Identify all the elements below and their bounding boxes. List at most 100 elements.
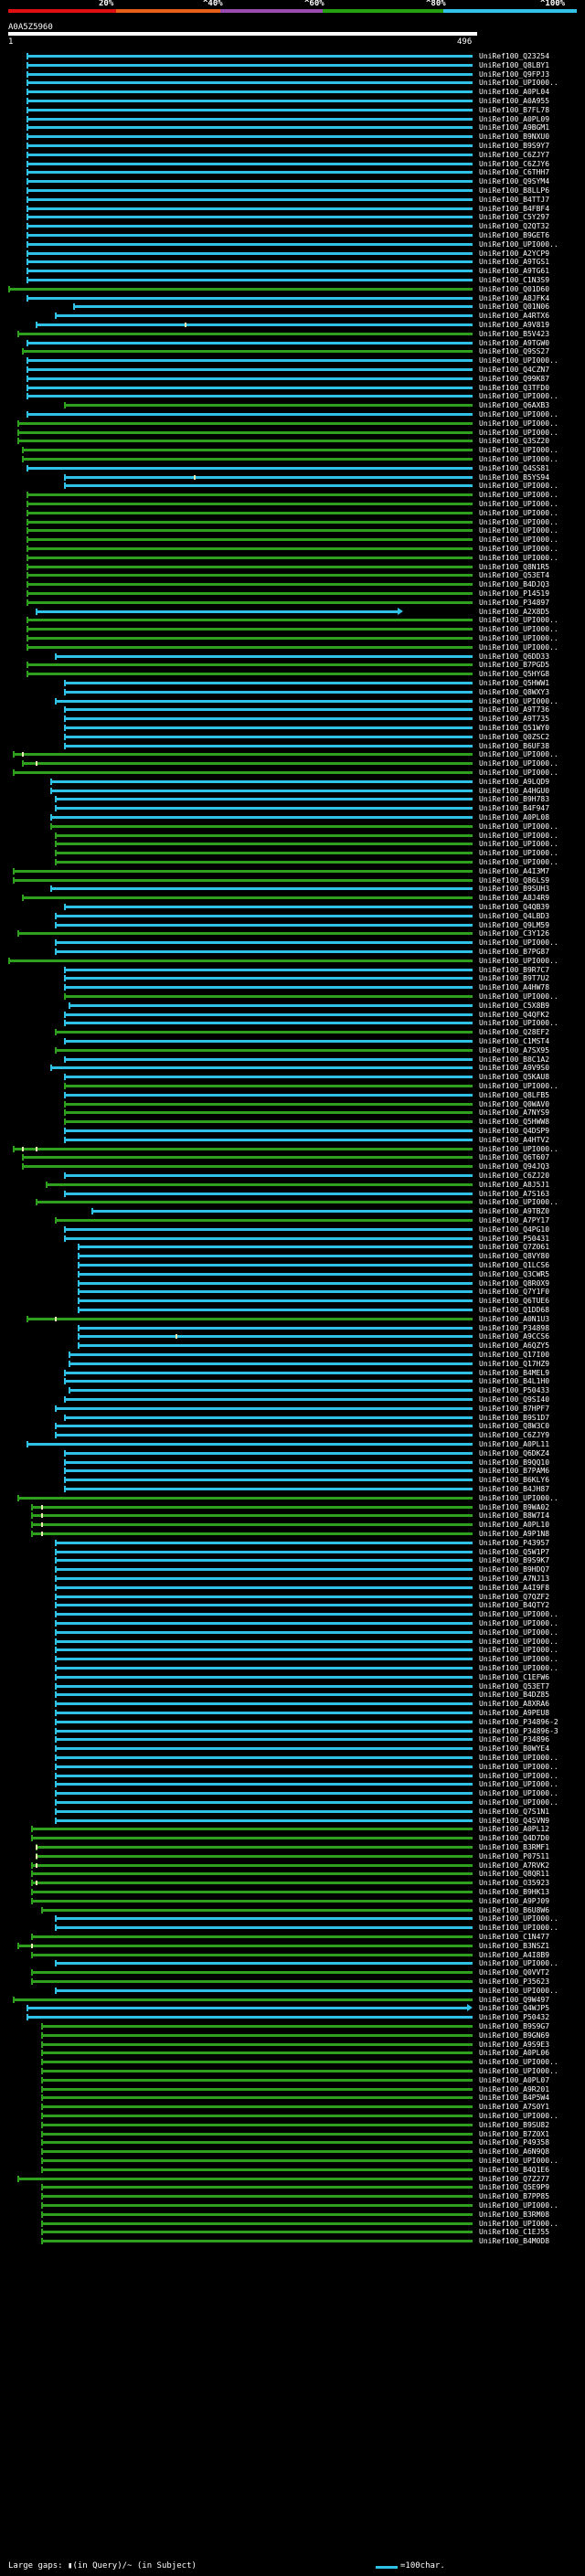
hit-label[interactable]: UniRef100_UPI000..	[479, 642, 558, 652]
hit-row[interactable]: UniRef100_B7Z0X1	[0, 2130, 585, 2139]
hit-bar[interactable]	[40, 2220, 473, 2227]
hit-bar[interactable]	[22, 447, 473, 454]
hit-label[interactable]: UniRef100_UPI000..	[479, 482, 558, 491]
hit-bar[interactable]	[54, 1602, 473, 1609]
hit-row[interactable]: UniRef100_A9BGM1	[0, 123, 585, 133]
hit-row[interactable]: UniRef100_C6ZJY7	[0, 151, 585, 160]
hit-row[interactable]: UniRef100_UPI000..	[0, 1772, 585, 1781]
hit-row[interactable]: UniRef100_A7NYS9	[0, 1108, 585, 1118]
hit-bar[interactable]	[27, 518, 473, 525]
hit-label[interactable]: UniRef100_B3NSZ1	[479, 1941, 550, 1950]
hit-label[interactable]: UniRef100_B7FL78	[479, 105, 550, 114]
hit-label[interactable]: UniRef100_Q5HWW8	[479, 1118, 550, 1127]
hit-row[interactable]: UniRef100_P50433	[0, 1386, 585, 1395]
hit-row[interactable]: UniRef100_B4TTJ7	[0, 196, 585, 205]
hit-label[interactable]: UniRef100_Q5HWW1	[479, 679, 550, 687]
hit-row[interactable]: UniRef100_B9WA02	[0, 1503, 585, 1512]
hit-bar[interactable]	[27, 375, 473, 382]
hit-row[interactable]: UniRef100_Q1LCS6	[0, 1261, 585, 1270]
hit-label[interactable]: UniRef100_UPI000..	[479, 455, 558, 463]
hit-label[interactable]: UniRef100_A2X8D5	[479, 607, 550, 616]
hit-row[interactable]: UniRef100_B3RMF1	[0, 1843, 585, 1852]
hit-bar[interactable]	[40, 2193, 473, 2200]
hit-label[interactable]: UniRef100_UPI000..	[479, 2219, 558, 2228]
hit-label[interactable]: UniRef100_UPI000..	[479, 239, 558, 249]
hit-row[interactable]: UniRef100_Q9SS27	[0, 347, 585, 356]
hit-label[interactable]: UniRef100_UPI000..	[479, 938, 558, 948]
hit-row[interactable]: UniRef100_B8C1A2	[0, 1055, 585, 1065]
hit-label[interactable]: UniRef100_Q3SZ20	[479, 437, 550, 446]
hit-row[interactable]: UniRef100_O35923	[0, 1879, 585, 1888]
hit-row[interactable]: UniRef100_UPI000..	[0, 526, 585, 535]
hit-label[interactable]: UniRef100_UPI000..	[479, 750, 558, 759]
hit-row[interactable]: UniRef100_Q6AXB3	[0, 401, 585, 410]
hit-row[interactable]: UniRef100_C1EFW6	[0, 1673, 585, 1682]
hit-label[interactable]: UniRef100_B7PP85	[479, 2192, 550, 2201]
hit-bar[interactable]	[69, 1002, 473, 1009]
hit-row[interactable]: UniRef100_A9V819	[0, 321, 585, 330]
hit-bar[interactable]	[63, 1235, 473, 1242]
hit-label[interactable]: UniRef100_Q8N1R5	[479, 562, 550, 571]
hit-label[interactable]: UniRef100_B8C1A2	[479, 1055, 550, 1064]
hit-label[interactable]: UniRef100_UPI000..	[479, 526, 558, 535]
hit-bar[interactable]	[63, 1118, 473, 1126]
hit-label[interactable]: UniRef100_C1MST4	[479, 1037, 550, 1045]
hit-bar[interactable]	[54, 1539, 473, 1546]
hit-label[interactable]: UniRef100_A4I3M7	[479, 866, 550, 875]
hit-label[interactable]: UniRef100_A0PL08	[479, 813, 550, 822]
hit-row[interactable]: UniRef100_Q3SZ20	[0, 437, 585, 446]
hit-label[interactable]: UniRef100_UPI000..	[479, 1655, 558, 1664]
hit-row[interactable]: UniRef100_UPI000..	[0, 1638, 585, 1647]
hit-bar[interactable]	[27, 232, 473, 239]
hit-label[interactable]: UniRef100_UPI000..	[479, 1493, 558, 1502]
hit-row[interactable]: UniRef100_B7PP85	[0, 2192, 585, 2201]
hit-bar[interactable]	[63, 1378, 473, 1385]
hit-bar[interactable]	[49, 885, 473, 893]
hit-bar[interactable]	[78, 1342, 473, 1350]
hit-bar[interactable]	[78, 1262, 473, 1268]
hit-row[interactable]: UniRef100_UPI000..	[0, 240, 585, 249]
hit-bar[interactable]	[27, 626, 473, 633]
hit-row[interactable]: UniRef100_UPI000..	[0, 2157, 585, 2166]
hit-row[interactable]: UniRef100_UPI000..	[0, 419, 585, 429]
hit-bar[interactable]	[17, 930, 473, 938]
hit-label[interactable]: UniRef100_C1N3S9	[479, 276, 550, 284]
hit-row[interactable]: UniRef100_B9HDQ7	[0, 1565, 585, 1574]
hit-label[interactable]: UniRef100_UPI000..	[479, 1637, 558, 1646]
hit-bar[interactable]	[63, 1020, 473, 1027]
hit-row[interactable]: UniRef100_UPI000..	[0, 554, 585, 563]
hit-row[interactable]: UniRef100_UPI000..	[0, 858, 585, 867]
hit-row[interactable]: UniRef100_B5YS94	[0, 473, 585, 482]
hit-row[interactable]: UniRef100_B9GN69	[0, 2031, 585, 2041]
hit-label[interactable]: UniRef100_Q8QR11	[479, 1870, 550, 1879]
hit-label[interactable]: UniRef100_B9SUH3	[479, 885, 550, 894]
hit-row[interactable]: UniRef100_UPI000..	[0, 356, 585, 366]
hit-label[interactable]: UniRef100_UPI000..	[479, 1914, 558, 1924]
hit-row[interactable]: UniRef100_Q4PG10	[0, 1225, 585, 1235]
hit-row[interactable]: UniRef100_Q5W1P7	[0, 1548, 585, 1557]
hit-label[interactable]: UniRef100_C1N477	[479, 1933, 550, 1941]
hit-bar[interactable]	[31, 1826, 473, 1833]
hit-label[interactable]: UniRef100_P34896	[479, 1735, 550, 1744]
hit-bar[interactable]	[63, 733, 473, 740]
hit-bar[interactable]	[22, 348, 473, 355]
hit-label[interactable]: UniRef100_B8W7I4	[479, 1511, 550, 1521]
hit-label[interactable]: UniRef100_P43957	[479, 1538, 550, 1547]
hit-row[interactable]: UniRef100_Q4SVN9	[0, 1817, 585, 1826]
hit-label[interactable]: UniRef100_UPI000..	[479, 1082, 558, 1090]
hit-row[interactable]: UniRef100_Q5E9P9	[0, 2183, 585, 2192]
hit-label[interactable]: UniRef100_UPI000..	[479, 1198, 558, 1207]
hit-row[interactable]: UniRef100_C1N3S9	[0, 276, 585, 285]
hit-label[interactable]: UniRef100_C5Y297	[479, 213, 550, 222]
hit-bar[interactable]	[27, 160, 473, 167]
hit-bar[interactable]	[63, 904, 473, 910]
hit-row[interactable]: UniRef100_Q53ET7	[0, 1682, 585, 1691]
hit-row[interactable]: UniRef100_A8JFK4	[0, 294, 585, 303]
hit-label[interactable]: UniRef100_UPI000..	[479, 545, 558, 553]
hit-row[interactable]: UniRef100_Q8LFB5	[0, 1091, 585, 1100]
hit-bar[interactable]	[17, 419, 473, 427]
hit-bar[interactable]	[17, 2175, 473, 2182]
hit-bar[interactable]	[27, 98, 473, 104]
hit-row[interactable]: UniRef100_Q28EF2	[0, 1028, 585, 1037]
hit-bar[interactable]	[78, 1288, 473, 1296]
